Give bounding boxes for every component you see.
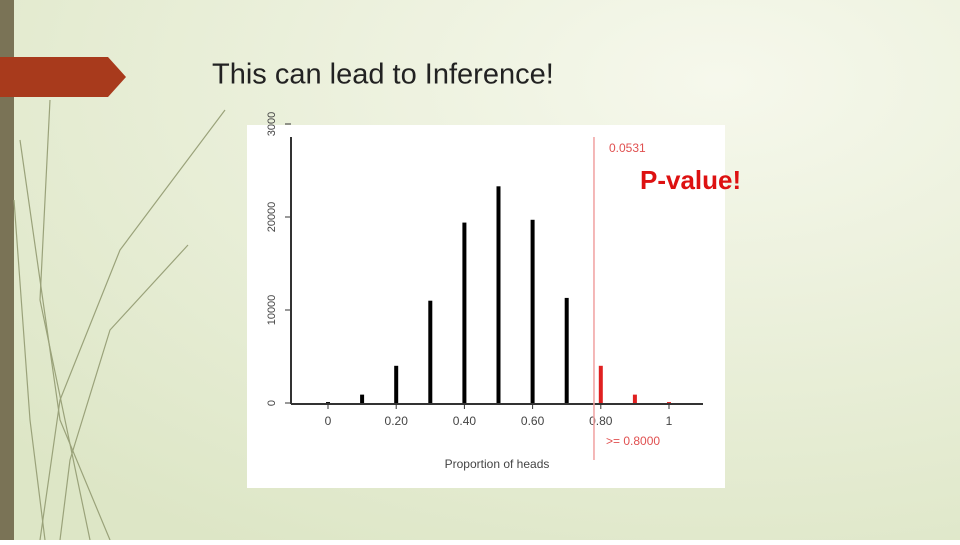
x-tick-label: 0.80 (589, 414, 613, 428)
y-tick-label: 10000 (266, 295, 278, 326)
chart-frame (247, 125, 725, 488)
bar (530, 219, 535, 403)
bar (360, 394, 365, 403)
annotation: 0.0531 (609, 141, 646, 155)
bar (428, 300, 433, 403)
decor-lines (13, 99, 226, 541)
x-tick-label: 0.60 (521, 414, 545, 428)
bar (564, 297, 569, 403)
bar (462, 222, 467, 403)
bar (496, 186, 501, 403)
y-tick-label: 20000 (266, 202, 278, 233)
x-axis-label: Proportion of heads (445, 457, 550, 471)
bar (326, 402, 330, 403)
x-tick-label: 0.40 (453, 414, 477, 428)
bar (598, 365, 603, 403)
title-arrow (0, 57, 126, 97)
annotation: P-value! (640, 165, 741, 195)
annotation: >= 0.8000 (606, 434, 660, 448)
y-tick-label: 3000 (266, 112, 278, 136)
x-tick-label: 1 (666, 414, 673, 428)
x-tick-label: 0.20 (385, 414, 409, 428)
slide-title: This can lead to Inference! (212, 59, 554, 91)
bar (632, 394, 637, 403)
x-tick-label: 0 (325, 414, 332, 428)
side-strip (0, 0, 14, 540)
bar (667, 402, 671, 403)
bar (394, 365, 399, 403)
y-tick-label: 0 (266, 400, 278, 406)
